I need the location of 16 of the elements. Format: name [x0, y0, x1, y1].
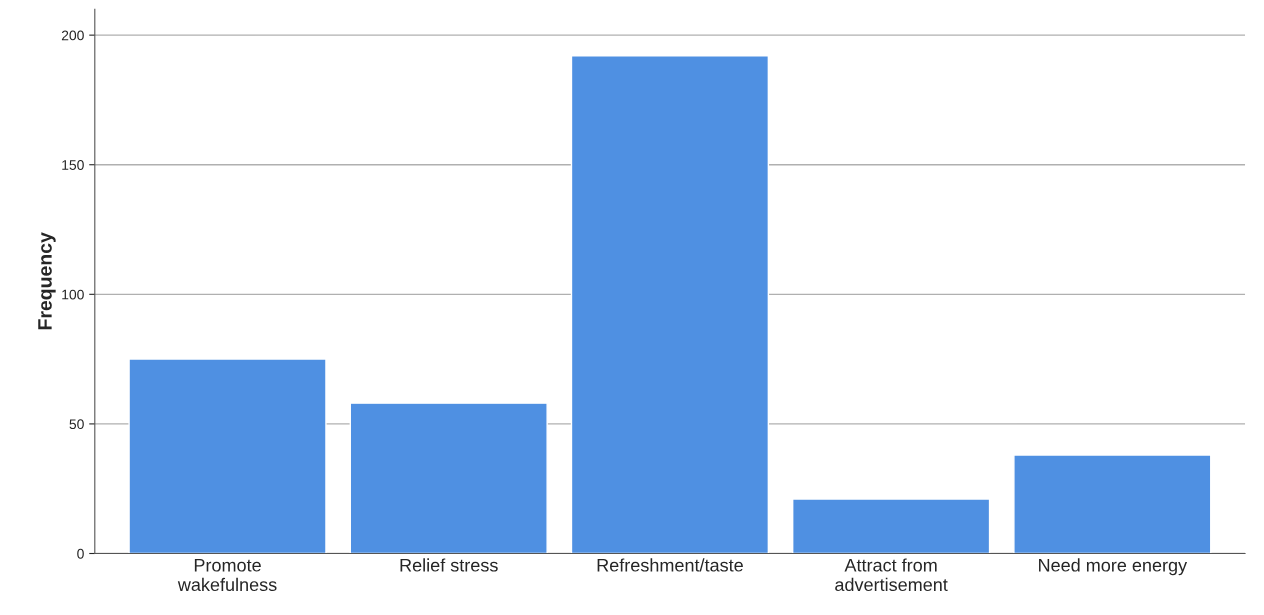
y-tick-label: 0 — [77, 548, 84, 559]
bar — [570, 55, 770, 554]
bar — [1013, 454, 1212, 554]
y-axis-title: Frequency — [38, 232, 56, 330]
x-tick-label: Attract from advertisement — [835, 558, 948, 592]
y-tick-label: 150 — [62, 160, 84, 170]
x-tick-label: Relief stress — [400, 558, 498, 572]
bar — [791, 498, 991, 554]
x-tick-label: Promote wakefulness — [177, 559, 277, 592]
y-tick-label: 200 — [61, 30, 84, 41]
bar — [128, 358, 327, 554]
y-tick-label: 100 — [62, 289, 84, 300]
x-tick-label: Need more energy — [1039, 558, 1188, 576]
y-tick-label: 50 — [69, 419, 84, 430]
x-tick-label: Refreshment/taste — [597, 558, 743, 572]
bar — [349, 402, 548, 554]
